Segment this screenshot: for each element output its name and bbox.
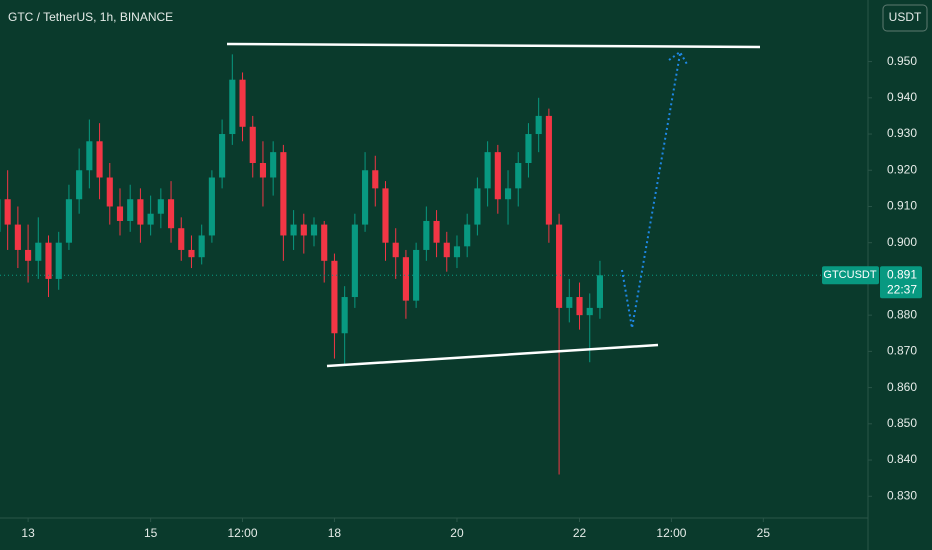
- chart-title: GTC / TetherUS, 1h, BINANCE: [8, 10, 173, 24]
- candle-body: [566, 297, 573, 308]
- x-tick-label: 12:00: [656, 526, 686, 540]
- candle-body: [443, 242, 450, 258]
- support-line: [326, 343, 659, 368]
- candle-body: [300, 224, 307, 236]
- candle-body: [515, 163, 522, 189]
- currency-button-label[interactable]: USDT: [889, 10, 922, 24]
- candle-body: [219, 134, 226, 178]
- candle-body: [433, 220, 440, 243]
- price-label: 0.891: [887, 267, 917, 281]
- candle-body: [453, 246, 461, 258]
- y-tick-label: 0.940: [887, 90, 917, 104]
- x-tick-label: 12:00: [228, 526, 258, 540]
- candle-body: [55, 242, 62, 279]
- candle-body: [157, 199, 164, 214]
- candle-body: [525, 134, 532, 164]
- y-tick-label: 0.830: [887, 488, 917, 502]
- candle-body: [76, 170, 83, 200]
- candle-body: [545, 115, 552, 225]
- candle-body: [229, 79, 236, 135]
- y-tick-label: 0.930: [887, 126, 917, 140]
- candle-body: [137, 199, 144, 225]
- candle-body: [474, 188, 481, 225]
- candle-body: [259, 163, 267, 178]
- resistance-line: [226, 42, 761, 49]
- y-tick-label: 0.850: [887, 416, 917, 430]
- candle-body: [331, 260, 338, 334]
- y-tick-label: 0.910: [887, 199, 917, 213]
- x-tick-label: 22: [573, 526, 587, 540]
- candle-body: [0, 199, 1, 232]
- candle-body: [96, 141, 103, 178]
- candle-body: [147, 213, 154, 225]
- candle-body: [290, 224, 297, 236]
- candle-body: [423, 220, 430, 250]
- candle-body: [116, 206, 124, 221]
- candle-body: [127, 199, 134, 221]
- candle-body: [106, 177, 113, 207]
- candle-body: [535, 115, 542, 135]
- candle-body: [14, 224, 21, 250]
- candle-body: [362, 170, 369, 225]
- candle-body: [25, 249, 32, 261]
- candle-body: [556, 224, 563, 308]
- candle-body: [351, 224, 358, 298]
- x-tick-label: 25: [757, 526, 771, 540]
- symbol-label: GTCUSDT: [823, 269, 876, 281]
- y-tick-label: 0.920: [887, 162, 917, 176]
- candle-body: [167, 199, 175, 229]
- candle-body: [576, 297, 583, 316]
- candle-body: [198, 235, 205, 258]
- y-tick-label: 0.900: [887, 235, 917, 249]
- candle-body: [4, 199, 11, 225]
- candle-body: [270, 152, 277, 178]
- candle-body: [341, 297, 348, 334]
- candle-body: [494, 152, 501, 200]
- candle-body: [321, 224, 328, 261]
- symbol-label-box: [822, 266, 879, 285]
- countdown-label: 22:37: [887, 282, 917, 296]
- candle-body: [372, 170, 379, 189]
- candle-body: [586, 307, 593, 316]
- x-tick-label: 13: [21, 526, 35, 540]
- currency-button[interactable]: [882, 4, 928, 32]
- y-tick-label: 0.860: [887, 380, 917, 394]
- y-tick-label: 0.880: [887, 307, 917, 321]
- candle-body: [65, 199, 72, 243]
- price-label-box: [880, 266, 922, 299]
- candle-body: [239, 79, 246, 127]
- candle-body: [35, 242, 42, 261]
- candle-body: [402, 257, 409, 301]
- candle-body: [208, 177, 215, 236]
- candle-body: [596, 275, 604, 308]
- candle-body: [45, 242, 52, 279]
- y-tick-label: 0.950: [887, 54, 917, 68]
- candle-body: [86, 141, 93, 171]
- candle-body: [249, 126, 256, 164]
- candle-body: [280, 152, 287, 236]
- x-tick-label: 20: [450, 526, 464, 540]
- candle-body: [504, 188, 512, 200]
- candle-body: [188, 249, 195, 258]
- x-tick-label: 15: [144, 526, 158, 540]
- candle-body: [392, 242, 399, 258]
- candle-body: [178, 228, 185, 250]
- candle-body: [484, 152, 491, 189]
- candle-body: [464, 224, 471, 247]
- candle-body: [310, 224, 318, 236]
- y-tick-label: 0.840: [887, 452, 917, 466]
- x-tick-label: 18: [328, 526, 342, 540]
- candle-body: [382, 188, 389, 243]
- y-tick-label: 0.870: [887, 344, 917, 358]
